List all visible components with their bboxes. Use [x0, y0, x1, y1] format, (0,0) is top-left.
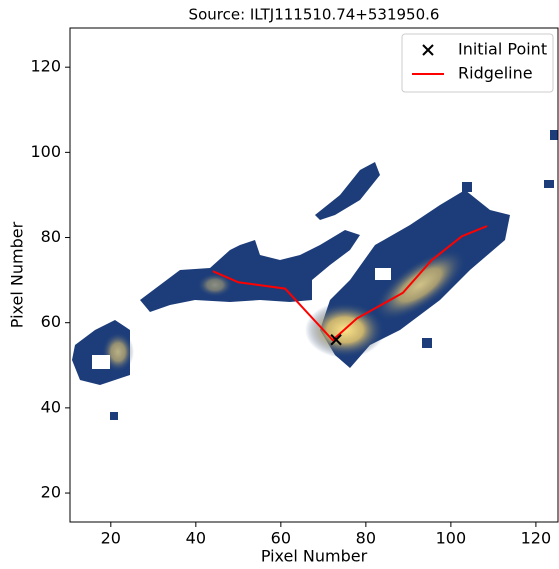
y-tick-label: 120 — [30, 57, 61, 76]
initial-point — [330, 334, 342, 346]
x-tick-label: 60 — [271, 529, 291, 548]
plot-marks — [212, 225, 488, 346]
y-tick-label: 100 — [30, 142, 61, 161]
legend-marker — [422, 44, 434, 56]
ridgeline — [212, 225, 488, 342]
plot-frame — [69, 27, 559, 523]
x-tick-label: 120 — [521, 529, 552, 548]
y-axis-label: Pixel Number — [8, 221, 27, 328]
legend-label: Initial Point — [458, 40, 547, 59]
x-tick-label: 80 — [356, 529, 376, 548]
x-axis-label: Pixel Number — [261, 547, 368, 566]
y-tick-label: 20 — [41, 483, 61, 502]
x-tick-label: 40 — [186, 529, 206, 548]
emission-map — [72, 130, 558, 420]
x-tick-label: 20 — [101, 529, 121, 548]
legend-label: Ridgeline — [458, 64, 533, 83]
chart-title: Source: ILTJ111510.74+531950.6 — [189, 6, 440, 24]
y-tick-label: 80 — [41, 227, 61, 246]
legend-box — [401, 33, 554, 93]
legend: Initial Point Ridgeline — [401, 33, 554, 93]
y-tick-label: 60 — [41, 312, 61, 331]
x-tick-label: 100 — [436, 529, 467, 548]
y-tick-label: 40 — [41, 397, 61, 416]
